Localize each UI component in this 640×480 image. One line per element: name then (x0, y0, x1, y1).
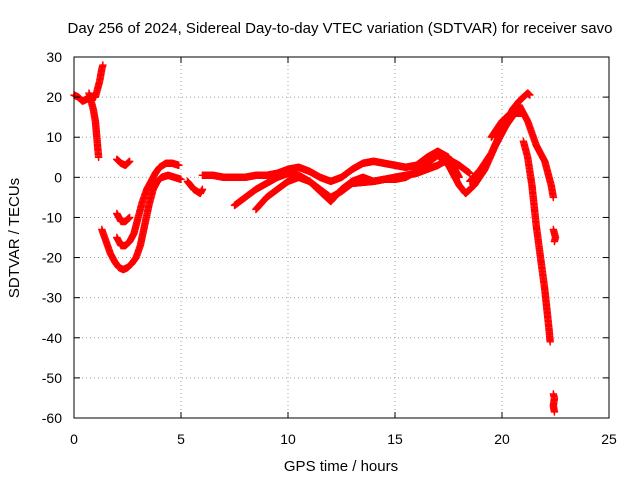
y-tick-label: -50 (42, 370, 62, 386)
data-marks (70, 61, 560, 416)
y-tick-label: -20 (42, 250, 62, 266)
x-tick-label: 20 (494, 431, 510, 447)
plus-marker (175, 161, 183, 169)
series-arc-13 (519, 137, 554, 346)
series-arc-5 (113, 155, 134, 169)
chart-title: Day 256 of 2024, Sidereal Day-to-day VTE… (68, 20, 613, 37)
x-axis-label: GPS time / hours (284, 458, 398, 475)
plus-marker (549, 193, 558, 202)
y-tick-label: 10 (46, 129, 62, 145)
series-arc-10 (252, 155, 474, 214)
plus-marker (198, 185, 207, 194)
y-tick-label: -30 (42, 290, 62, 306)
y-tick-label: -10 (42, 209, 62, 225)
axis-tick-labels: 0 5 10 15 20 25 30 20 10 0 -10 -20 -30 -40 -50 -60 (42, 49, 617, 447)
plus-marker (546, 338, 554, 346)
y-tick-label: -40 (42, 330, 62, 346)
series-arc-2 (85, 89, 103, 161)
y-axis-label: SDTVAR / TECUs (6, 178, 23, 298)
plus-marker (99, 61, 107, 69)
x-tick-label: 10 (280, 431, 296, 447)
x-tick-label: 25 (601, 431, 617, 447)
plus-marker (177, 175, 185, 184)
x-tick-label: 0 (70, 431, 78, 447)
series-arc-7 (183, 177, 207, 198)
plus-marker (466, 169, 474, 178)
x-tick-label: 5 (177, 431, 185, 447)
y-tick-label: 20 (46, 89, 62, 105)
y-tick-label: 30 (46, 49, 62, 65)
y-tick-label: 0 (54, 169, 62, 185)
series-arc-12 (487, 101, 558, 202)
series-arc-14 (549, 225, 560, 246)
plot-frame (73, 56, 610, 419)
series-arc-6 (113, 209, 134, 226)
plus-marker (550, 408, 559, 416)
plus-marker (94, 153, 103, 161)
grid-lines (74, 57, 609, 418)
plus-marker (526, 91, 534, 99)
series-arc-3 (98, 171, 185, 274)
plus-marker (125, 157, 134, 165)
x-tick-label: 15 (387, 431, 403, 447)
series-arc-15 (549, 390, 559, 416)
y-tick-label: -60 (42, 410, 62, 426)
series-arc-4 (113, 159, 183, 250)
axis-ticks (73, 56, 610, 419)
plus-marker (125, 213, 134, 222)
plus-marker (550, 237, 559, 246)
